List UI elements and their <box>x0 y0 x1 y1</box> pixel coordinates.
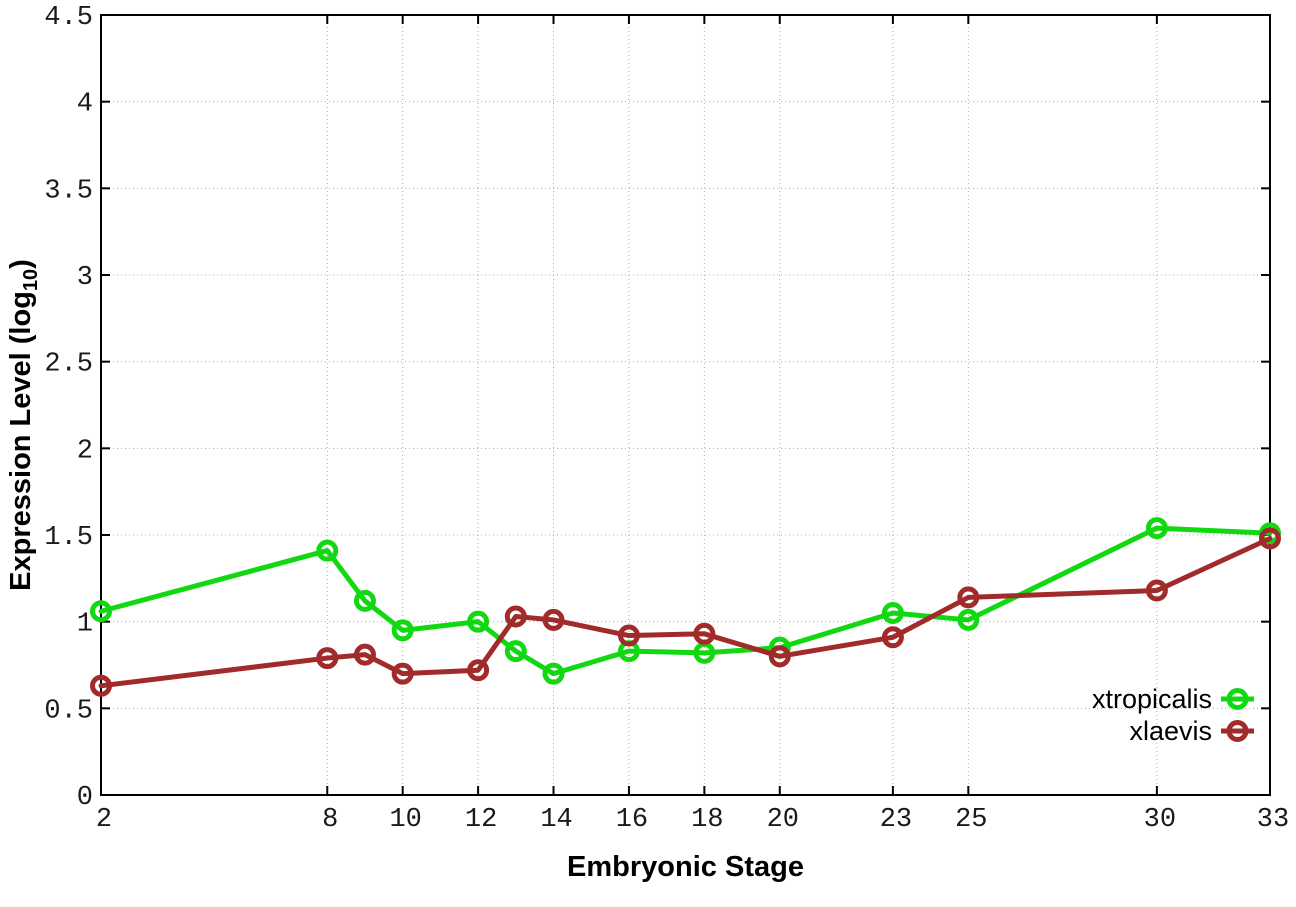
marker-xtropicalis <box>542 662 565 685</box>
marker-xtropicalis <box>353 589 376 612</box>
y-tick-label: 3 <box>77 263 93 293</box>
y-tick-label: 2.5 <box>44 350 93 380</box>
y-tick-label: 0.5 <box>44 696 93 726</box>
x-tick-label: 33 <box>1257 805 1289 835</box>
marker-xlaevis <box>90 674 112 697</box>
marker-xtropicalis <box>504 640 527 663</box>
x-tick-label: 14 <box>540 805 572 835</box>
series-line-xtropicalis <box>98 525 1273 677</box>
x-tick-label: 10 <box>389 805 421 835</box>
y-tick-label: 4 <box>77 90 93 120</box>
legend-marker-xtropicalis <box>1226 688 1249 710</box>
x-tick-label: 16 <box>616 805 648 835</box>
x-axis-title: Embryonic Stage <box>567 851 804 883</box>
x-tick-label: 18 <box>691 805 723 835</box>
marker-xlaevis <box>693 622 716 645</box>
marker-xlaevis <box>467 659 490 682</box>
marker-xtropicalis <box>90 600 112 623</box>
x-tick-label: 25 <box>955 805 987 835</box>
marker-xtropicalis <box>957 608 980 631</box>
marker-xlaevis <box>1145 579 1168 602</box>
marker-xtropicalis <box>1145 517 1168 540</box>
marker-xlaevis <box>391 662 414 685</box>
marker-xlaevis <box>542 608 565 631</box>
legend-marker-xlaevis <box>1226 720 1249 742</box>
x-tick-label: 30 <box>1144 805 1176 835</box>
y-tick-label: 4.5 <box>44 3 93 33</box>
x-tick-label: 20 <box>767 805 799 835</box>
marker-xtropicalis <box>391 619 414 642</box>
marker-xlaevis <box>353 643 376 666</box>
x-tick-label: 2 <box>96 805 112 835</box>
marker-xlaevis <box>881 626 904 649</box>
y-tick-label: 1.5 <box>44 523 93 553</box>
x-tick-label: 8 <box>322 805 338 835</box>
marker-xlaevis <box>504 605 527 628</box>
marker-xlaevis <box>617 624 640 647</box>
y-tick-label: 2 <box>77 436 93 466</box>
y-tick-label: 3.5 <box>44 176 93 206</box>
marker-xlaevis <box>768 645 791 668</box>
x-tick-label: 12 <box>465 805 497 835</box>
marker-xtropicalis <box>316 539 339 562</box>
y-tick-label: 0 <box>77 783 93 813</box>
marker-xlaevis <box>957 586 980 609</box>
y-axis-title: Expression Level (log10) <box>5 259 42 591</box>
marker-xlaevis <box>1259 527 1281 550</box>
legend-label-xlaevis: xlaevis <box>1129 716 1212 746</box>
plot-border <box>100 14 1271 796</box>
marker-xtropicalis <box>881 602 904 624</box>
legend-label-xtropicalis: xtropicalis <box>1092 684 1212 714</box>
marker-xlaevis <box>316 647 339 670</box>
x-tick-label: 23 <box>880 805 912 835</box>
y-tick-label: 1 <box>77 610 93 640</box>
marker-xtropicalis <box>467 610 490 633</box>
